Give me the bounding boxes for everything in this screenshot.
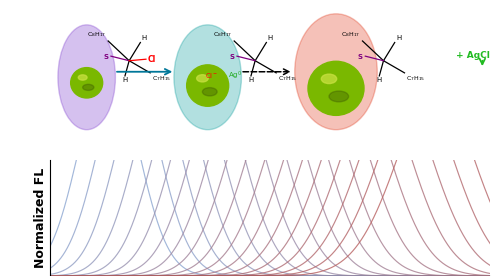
Text: $\mathregular{C_8H_{17}}$: $\mathregular{C_8H_{17}}$ — [341, 31, 360, 39]
Text: H: H — [142, 35, 147, 41]
Text: + AgCl: + AgCl — [456, 51, 490, 60]
Ellipse shape — [322, 74, 336, 84]
Text: $\mathregular{C_8H_{17}}$: $\mathregular{C_8H_{17}}$ — [213, 31, 232, 39]
Text: $\mathregular{Ag^0}$: $\mathregular{Ag^0}$ — [228, 70, 242, 82]
Text: $\mathregular{Cl^-}$: $\mathregular{Cl^-}$ — [205, 71, 218, 80]
Ellipse shape — [78, 75, 87, 80]
Ellipse shape — [186, 65, 228, 106]
Text: H: H — [396, 35, 402, 41]
Text: H: H — [268, 35, 273, 41]
Text: S: S — [229, 54, 234, 60]
Ellipse shape — [295, 14, 378, 130]
Text: Cl: Cl — [148, 55, 156, 64]
Text: H: H — [248, 77, 254, 83]
Text: $\mathregular{C_8H_{17}}$: $\mathregular{C_8H_{17}}$ — [87, 31, 106, 39]
Ellipse shape — [329, 91, 348, 102]
Text: $\mathregular{C_7H_{15}}$: $\mathregular{C_7H_{15}}$ — [152, 74, 171, 83]
Ellipse shape — [58, 25, 116, 130]
Ellipse shape — [82, 84, 94, 91]
Ellipse shape — [308, 61, 364, 115]
Ellipse shape — [174, 25, 242, 130]
Text: $\mathregular{C_7H_{15}}$: $\mathregular{C_7H_{15}}$ — [406, 74, 425, 83]
Text: S: S — [103, 54, 108, 60]
Text: H: H — [376, 77, 382, 83]
Ellipse shape — [202, 88, 217, 96]
Text: S: S — [358, 54, 362, 60]
Text: $\mathregular{C_7H_{15}}$: $\mathregular{C_7H_{15}}$ — [278, 74, 297, 83]
Ellipse shape — [196, 75, 208, 82]
Text: H: H — [122, 77, 128, 83]
Y-axis label: Normalized FL: Normalized FL — [34, 168, 47, 268]
Ellipse shape — [70, 68, 102, 98]
